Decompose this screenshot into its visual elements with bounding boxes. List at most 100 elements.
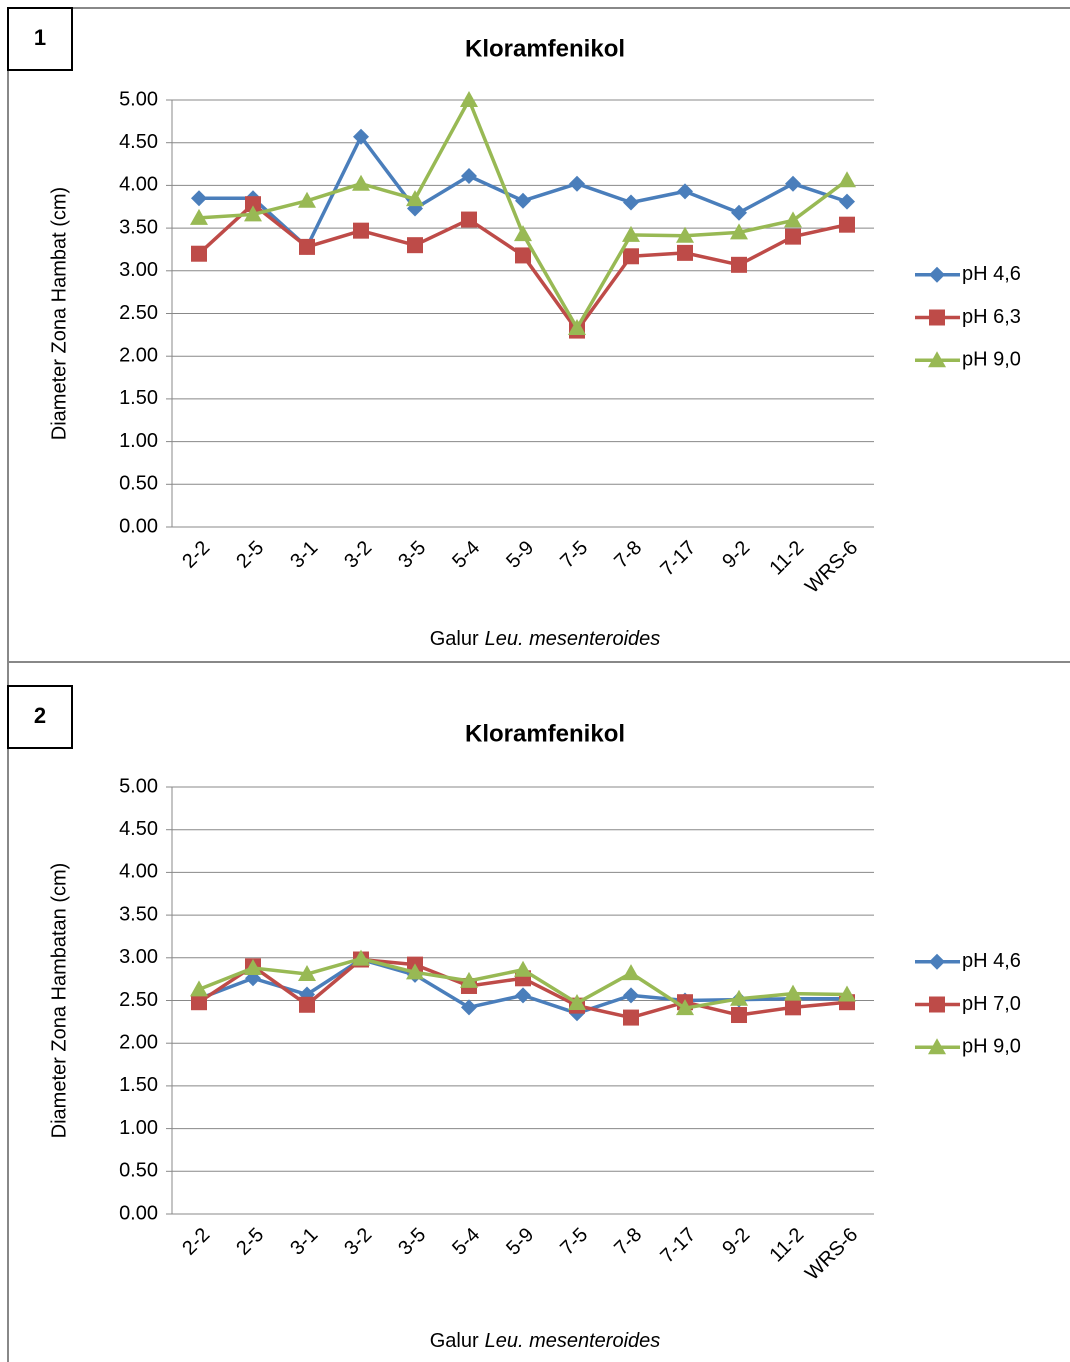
x-axis-label: Galur Leu. mesenteroides bbox=[430, 1330, 661, 1352]
marker bbox=[623, 1010, 639, 1026]
y-tick-label: 2.00 bbox=[119, 344, 158, 366]
panel-label: 1 bbox=[34, 25, 46, 50]
x-tick-label: 3-5 bbox=[394, 1224, 430, 1260]
legend-marker bbox=[929, 267, 945, 283]
chart: 1 Kloramfenikol 0.00 0.50 1.00 1.50 2.00 2.50 3.… bbox=[8, 8, 1070, 662]
legend-label: pH 6,3 bbox=[962, 306, 1021, 328]
marker bbox=[731, 257, 747, 273]
frame bbox=[8, 662, 1070, 1362]
y-tick-label: 0.50 bbox=[119, 1160, 158, 1182]
marker bbox=[731, 205, 747, 221]
marker bbox=[191, 246, 207, 262]
y-tick-label: 1.50 bbox=[119, 1074, 158, 1096]
marker bbox=[461, 999, 477, 1015]
marker bbox=[299, 997, 315, 1013]
x-tick-label: 9-2 bbox=[718, 537, 754, 573]
y-tick-label: 1.00 bbox=[119, 1117, 158, 1139]
y-tick-label: 1.00 bbox=[119, 430, 158, 452]
x-tick-label: 2-2 bbox=[178, 1224, 214, 1260]
panel-label: 2 bbox=[34, 703, 46, 728]
y-tick-label: 5.00 bbox=[119, 88, 158, 110]
frame bbox=[8, 8, 1070, 662]
x-tick-label: 7-5 bbox=[556, 1224, 592, 1260]
x-tick-label: 11-2 bbox=[765, 537, 808, 580]
y-tick-label: 4.00 bbox=[119, 861, 158, 883]
y-tick-label: 3.00 bbox=[119, 259, 158, 281]
x-tick-label: 3-2 bbox=[340, 537, 376, 573]
y-tick-label: 2.50 bbox=[119, 302, 158, 324]
marker bbox=[460, 91, 478, 107]
y-tick-label: 5.00 bbox=[119, 775, 158, 797]
marker bbox=[622, 964, 640, 980]
y-tick-label: 3.50 bbox=[119, 216, 158, 238]
x-axis-label-italic: Leu. mesenteroides bbox=[485, 1330, 661, 1352]
x-tick-label: 5-9 bbox=[502, 1224, 538, 1260]
x-axis-label-prefix: Galur bbox=[430, 1330, 479, 1352]
chart: 2 Kloramfenikol 0.00 0.50 1.00 1.50 2.00 2.50 3.… bbox=[8, 662, 1070, 1362]
x-tick-label: 5-9 bbox=[502, 537, 538, 573]
legend-marker bbox=[929, 954, 945, 970]
y-tick-label: 4.00 bbox=[119, 174, 158, 196]
marker bbox=[623, 248, 639, 264]
marker bbox=[731, 1007, 747, 1023]
x-tick-label: 7-8 bbox=[610, 537, 646, 573]
x-axis-label-italic: Leu. mesenteroides bbox=[485, 628, 661, 650]
page: 1 Kloramfenikol 0.00 0.50 1.00 1.50 2.00 2.50 3.… bbox=[0, 0, 1070, 1362]
marker bbox=[514, 961, 532, 977]
y-tick-label: 2.00 bbox=[119, 1031, 158, 1053]
marker bbox=[623, 194, 639, 210]
y-tick-label: 1.50 bbox=[119, 387, 158, 409]
x-tick-label: 3-1 bbox=[286, 1224, 322, 1260]
y-tick-label: 3.00 bbox=[119, 946, 158, 968]
marker bbox=[191, 994, 207, 1010]
chart-title: Kloramfenikol bbox=[465, 720, 625, 747]
x-tick-label: 2-5 bbox=[232, 537, 268, 573]
x-tick-label: 5-4 bbox=[448, 1224, 484, 1260]
marker bbox=[838, 171, 856, 187]
marker bbox=[191, 190, 207, 206]
y-tick-label: 4.50 bbox=[119, 818, 158, 840]
x-tick-label: 2-2 bbox=[178, 537, 214, 573]
x-tick-label: WRS-6 bbox=[801, 537, 862, 598]
legend-label: pH 7,0 bbox=[962, 993, 1021, 1015]
chart-title: Kloramfenikol bbox=[465, 35, 625, 62]
y-tick-label: 0.50 bbox=[119, 473, 158, 495]
marker bbox=[407, 237, 423, 253]
y-tick-label: 3.50 bbox=[119, 903, 158, 925]
x-tick-label: 3-5 bbox=[394, 537, 430, 573]
y-tick-label: 0.00 bbox=[119, 1202, 158, 1224]
legend-label: pH 9,0 bbox=[962, 1035, 1021, 1057]
x-tick-label: 3-1 bbox=[286, 537, 322, 573]
x-tick-label: 7-17 bbox=[656, 537, 700, 581]
marker bbox=[353, 223, 369, 239]
x-axis-label: Galur Leu. mesenteroides bbox=[430, 628, 661, 650]
marker bbox=[569, 176, 585, 192]
x-axis-label-prefix: Galur bbox=[430, 628, 479, 650]
x-tick-label: 11-2 bbox=[765, 1224, 808, 1267]
legend-marker bbox=[929, 997, 945, 1013]
legend-marker bbox=[929, 310, 945, 326]
marker bbox=[839, 194, 855, 210]
y-axis-label: Diameter Zona Hambatan (cm) bbox=[48, 863, 70, 1139]
y-axis-label: Diameter Zona Hambat (cm) bbox=[48, 187, 70, 440]
marker bbox=[461, 212, 477, 228]
y-tick-label: 0.00 bbox=[119, 515, 158, 537]
x-tick-label: 7-17 bbox=[656, 1224, 700, 1268]
x-tick-label: WRS-6 bbox=[801, 1224, 862, 1285]
marker bbox=[352, 175, 370, 191]
marker bbox=[461, 168, 477, 184]
marker bbox=[785, 176, 801, 192]
x-tick-label: 2-5 bbox=[232, 1224, 268, 1260]
y-tick-label: 2.50 bbox=[119, 989, 158, 1011]
series-line bbox=[199, 204, 847, 330]
x-tick-label: 9-2 bbox=[718, 1224, 754, 1260]
legend-label: pH 9,0 bbox=[962, 348, 1021, 370]
marker bbox=[677, 245, 693, 261]
y-tick-label: 4.50 bbox=[119, 131, 158, 153]
series-line bbox=[199, 100, 847, 328]
marker bbox=[785, 999, 801, 1015]
x-tick-label: 7-5 bbox=[556, 537, 592, 573]
marker bbox=[515, 247, 531, 263]
legend-label: pH 4,6 bbox=[962, 263, 1021, 285]
marker bbox=[515, 193, 531, 209]
